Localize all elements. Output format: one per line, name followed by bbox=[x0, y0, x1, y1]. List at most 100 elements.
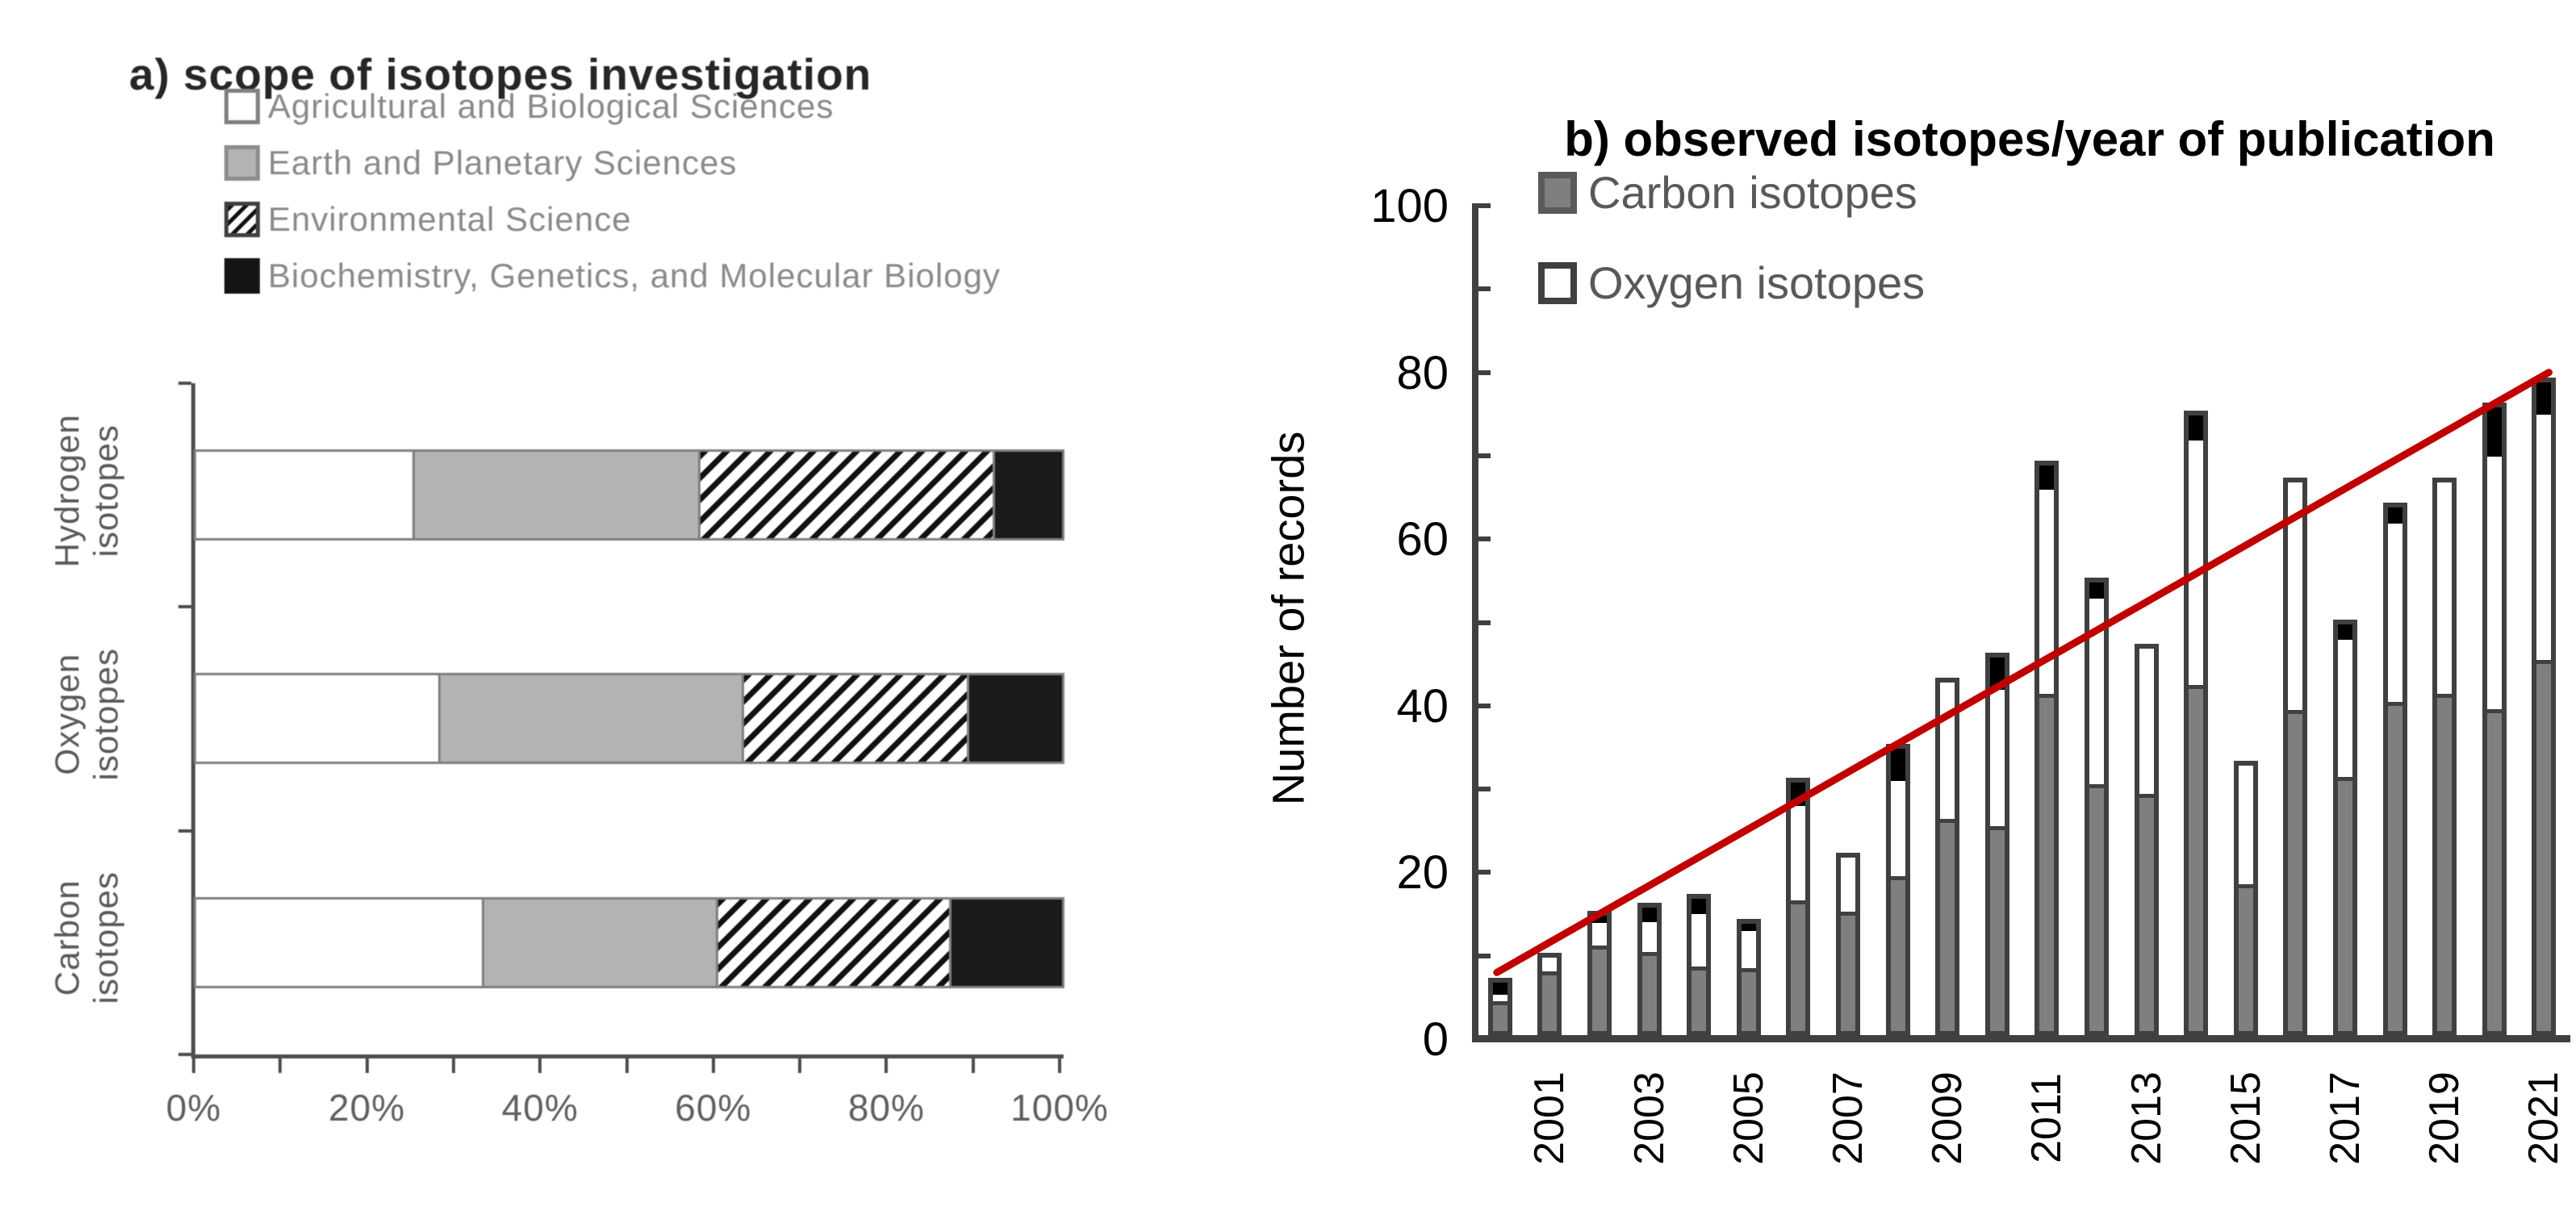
legend-label: Biochemistry, Genetics, and Molecular Bi… bbox=[268, 257, 1001, 294]
y-axis-tick bbox=[1478, 370, 1491, 375]
x-tick-label: 2009 bbox=[1924, 1071, 1972, 1165]
segment-carbon bbox=[1989, 825, 2005, 1031]
segment-oxygen bbox=[2486, 456, 2502, 709]
x-axis-tick bbox=[538, 1058, 542, 1073]
segment-carbon bbox=[2189, 684, 2204, 1031]
legend-item-oxygen: Oxygen isotopes bbox=[1538, 257, 1925, 309]
segment-black bbox=[1692, 899, 1707, 915]
segment-oxygen bbox=[2039, 490, 2055, 694]
segment-black bbox=[1791, 782, 1806, 807]
y-axis-tick bbox=[1478, 620, 1491, 625]
segment-oxygen bbox=[1841, 857, 1855, 912]
legend-label: Environmental Science bbox=[268, 200, 632, 238]
segment-oxygen bbox=[2338, 640, 2352, 778]
segment-oxygen bbox=[1542, 957, 1558, 971]
stacked-bar-2007 bbox=[1836, 852, 1860, 1036]
segment-carbon bbox=[1841, 911, 1855, 1031]
segment-oxygen bbox=[1989, 689, 2005, 826]
segment-black bbox=[1641, 907, 1657, 923]
y-axis-tick bbox=[1478, 537, 1491, 542]
x-axis-tick bbox=[365, 1058, 369, 1073]
segment-oxygen bbox=[2139, 649, 2154, 794]
x-axis-tick bbox=[625, 1058, 629, 1073]
legend-label: Oxygen isotopes bbox=[1588, 257, 1926, 308]
segment-carbon bbox=[2536, 659, 2552, 1031]
x-tick-label: 100% bbox=[1010, 1087, 1109, 1129]
x-tick-label: 2013 bbox=[2122, 1071, 2170, 1165]
segment-carbon bbox=[1692, 967, 1707, 1031]
segment-oxygen bbox=[1641, 922, 1657, 953]
segment-carbon bbox=[2039, 693, 2055, 1031]
segment-black bbox=[1989, 657, 2005, 690]
x-axis-tick bbox=[451, 1058, 455, 1073]
y-axis-tick bbox=[178, 382, 191, 385]
legend-item-white: Agricultural and Biological Sciences bbox=[224, 87, 834, 126]
segment-carbon bbox=[2288, 710, 2303, 1031]
bar-segment-black bbox=[966, 675, 1062, 762]
legend-label: Agricultural and Biological Sciences bbox=[268, 87, 834, 125]
bar-segment-white bbox=[196, 452, 413, 539]
gray-swatch-icon bbox=[224, 145, 260, 181]
segment-oxygen bbox=[1592, 923, 1607, 946]
chart-b-y-axis-line bbox=[1472, 203, 1478, 1042]
stacked-bar-2019 bbox=[2432, 477, 2457, 1036]
y-axis-tick bbox=[1478, 953, 1491, 958]
x-tick-label: 2003 bbox=[1625, 1071, 1673, 1165]
segment-oxygen bbox=[2437, 482, 2453, 694]
black-swatch-icon bbox=[224, 258, 260, 294]
segment-black bbox=[2536, 382, 2552, 415]
segment-oxygen bbox=[2238, 766, 2253, 885]
y-axis-tick bbox=[178, 829, 191, 833]
stacked-bar-hydrogen-isotopes bbox=[194, 449, 1064, 541]
bar-segment-white bbox=[196, 675, 439, 762]
legend-item-gray: Earth and Planetary Sciences bbox=[224, 144, 737, 182]
bar-segment-gray bbox=[412, 452, 699, 539]
y-axis-tick bbox=[1478, 787, 1491, 792]
segment-oxygen bbox=[2189, 440, 2204, 685]
x-tick-label: 2019 bbox=[2421, 1071, 2469, 1165]
segment-oxygen bbox=[1791, 806, 1806, 901]
y-tick-label: 80 bbox=[1396, 346, 1449, 399]
y-tick-label: 40 bbox=[1396, 679, 1449, 733]
stacked-bar-2006 bbox=[1786, 777, 1811, 1036]
stacked-bar-carbon-isotopes bbox=[194, 896, 1064, 988]
stacked-bar-2021 bbox=[2532, 377, 2557, 1036]
chart-a-y-axis-line bbox=[191, 383, 195, 1058]
y-tick-label: 20 bbox=[1396, 846, 1449, 900]
stacked-bar-2013 bbox=[2134, 644, 2159, 1036]
x-axis-tick bbox=[278, 1058, 282, 1073]
segment-carbon bbox=[1791, 900, 1806, 1031]
legend-item-black: Biochemistry, Genetics, and Molecular Bi… bbox=[224, 257, 1001, 295]
bar-segment-gray bbox=[438, 675, 742, 762]
y-axis-tick bbox=[1478, 203, 1491, 208]
segment-carbon bbox=[1492, 1001, 1508, 1031]
segment-oxygen bbox=[1890, 780, 1905, 876]
stacked-bar-2015 bbox=[2233, 761, 2258, 1036]
y-axis-tick bbox=[1478, 870, 1491, 875]
hatch-swatch-icon bbox=[224, 202, 260, 237]
legend-label: Earth and Planetary Sciences bbox=[268, 144, 738, 182]
segment-oxygen bbox=[1741, 931, 1756, 969]
stacked-bar-2002 bbox=[1587, 911, 1612, 1036]
x-tick-label: 2001 bbox=[1526, 1071, 1574, 1165]
stacked-bar-2017 bbox=[2333, 619, 2357, 1036]
x-tick-label: 60% bbox=[675, 1087, 752, 1129]
carbon-swatch-icon bbox=[1538, 171, 1577, 214]
x-axis-tick bbox=[711, 1058, 715, 1073]
segment-black bbox=[1890, 749, 1905, 781]
stacked-bar-2014 bbox=[2184, 411, 2209, 1036]
oxygen-swatch-icon bbox=[1538, 261, 1577, 304]
stacked-bar-2012 bbox=[2085, 577, 2109, 1036]
y-axis-tick bbox=[1478, 453, 1491, 458]
stacked-bar-2018 bbox=[2382, 502, 2407, 1036]
segment-oxygen bbox=[2089, 598, 2104, 785]
x-tick-label: 2017 bbox=[2322, 1071, 2369, 1165]
legend-item-carbon: Carbon isotopes bbox=[1538, 166, 1917, 219]
segment-oxygen bbox=[2387, 524, 2402, 703]
segment-carbon bbox=[1592, 945, 1607, 1031]
panel-scope-of-isotopes: a) scope of isotopes investigation Agric… bbox=[48, 49, 1109, 1129]
x-tick-label: 20% bbox=[328, 1087, 406, 1129]
bar-segment-black bbox=[949, 899, 1062, 986]
segment-black bbox=[2387, 507, 2402, 524]
stacked-bar-2020 bbox=[2482, 402, 2507, 1036]
